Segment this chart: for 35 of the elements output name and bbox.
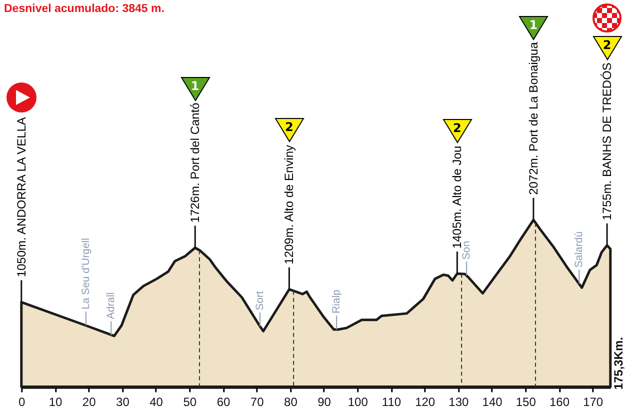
x-tick-label: 150 (516, 395, 536, 410)
text: 2 (284, 120, 294, 134)
text: 1 (190, 78, 200, 93)
x-tick-label: 100 (348, 395, 368, 410)
x-tick-label: 50 (183, 395, 197, 410)
x-tick-label: 110 (382, 395, 402, 410)
x-tick-label: 80 (284, 395, 298, 410)
x-tick-label: 30 (116, 395, 130, 410)
x-tick-label: 170 (583, 395, 604, 410)
data-label: 2072m. Port de La Bonaigua (526, 42, 540, 195)
x-tick-label: 60 (216, 395, 230, 410)
x-tick-label: 90 (318, 395, 332, 410)
text: 2 (452, 121, 462, 136)
x-tick-label: 120 (415, 395, 436, 410)
data-label: 1755m. BANHS DE TREDÓS (600, 62, 614, 220)
chart-title: Desnivel acumulado: 3845 m. (4, 3, 164, 16)
x-tick-label: 40 (150, 395, 164, 410)
text: 175,3Km. (611, 336, 626, 390)
annotation: Rialp (330, 289, 343, 314)
text: 2 (602, 38, 612, 52)
x-tick-label: 130 (448, 395, 470, 410)
annotation: La Seu d'Urgell (80, 238, 92, 310)
annotation: Salardú (573, 231, 586, 268)
x-tick-label: 0 (18, 395, 26, 410)
x-tick-label: 70 (250, 395, 264, 410)
data-label: 1050m. ANDORRA LA VELLA (14, 117, 28, 278)
x-tick-label: 160 (549, 395, 570, 410)
data-label: 1726m. Port del Cantó (188, 102, 202, 223)
annotation: Adrall (105, 292, 118, 320)
text: 1 (528, 18, 539, 32)
x-tick-label: 20 (82, 395, 96, 410)
x-tick-label: 10 (48, 395, 62, 410)
x-tick-label: 140 (482, 395, 503, 410)
data-label: 1209m. Alto de Enviny (282, 144, 296, 264)
annotation: Sort (254, 290, 266, 310)
